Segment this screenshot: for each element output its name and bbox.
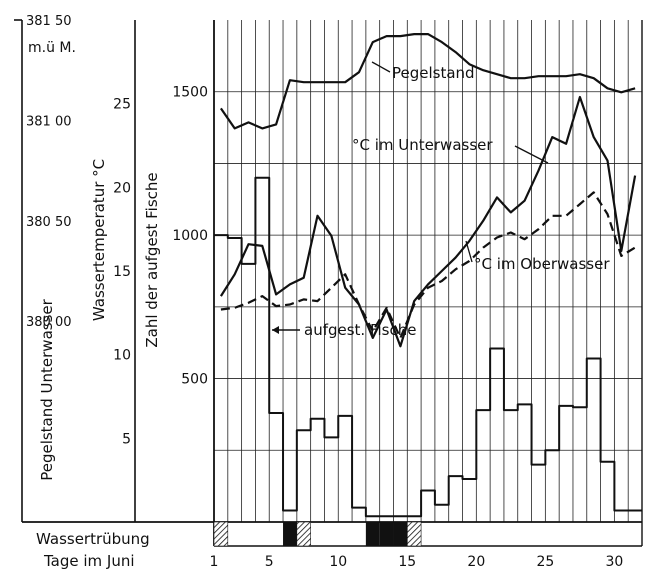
temp-tick-label: 10 bbox=[113, 348, 131, 364]
pegel-axis-title: Pegelstand Unterwasser bbox=[38, 298, 56, 480]
x-tick-label: 1 bbox=[210, 554, 219, 570]
temp-tick-label: 15 bbox=[113, 264, 131, 280]
series-line-aufgest-fische bbox=[214, 176, 642, 518]
series-layer bbox=[214, 33, 642, 518]
x-tick-label: 5 bbox=[265, 554, 274, 570]
fische-tick-label: 1500 bbox=[172, 85, 208, 101]
series-line-pegelstand bbox=[219, 33, 636, 130]
pegel-tick-label: 380 00 bbox=[26, 315, 72, 330]
series-line-c-im-unterwasser bbox=[219, 95, 637, 348]
fische-tick-label: 1000 bbox=[172, 228, 208, 244]
series-label-pegelstand: Pegelstand bbox=[392, 64, 475, 82]
leader-unterwasser bbox=[514, 145, 549, 164]
pegel-tick-label: 380 50 bbox=[26, 215, 72, 230]
series-line-c-im-oberwasser bbox=[220, 191, 636, 339]
truebung-dark-cell bbox=[283, 522, 297, 546]
wassertruebung-label: Wassertrübung bbox=[36, 530, 150, 548]
wassertruebung-strip bbox=[213, 521, 422, 547]
temp-tick-label: 20 bbox=[113, 180, 131, 196]
x-axis-title: Tage im Juni bbox=[43, 552, 135, 570]
pegel-unit-label: m.ü M. bbox=[28, 40, 76, 56]
truebung-hatched-cell bbox=[213, 521, 229, 547]
fische-tick-label: 500 bbox=[181, 372, 208, 388]
axes bbox=[14, 19, 643, 547]
leader-oberwasser bbox=[465, 240, 473, 263]
truebung-dark-cell bbox=[365, 522, 380, 546]
series-label-fische: aufgest. Fische bbox=[304, 321, 416, 339]
leader-pegelstand bbox=[371, 61, 391, 73]
x-tick-label: 30 bbox=[605, 554, 623, 570]
temp-tick-label: 25 bbox=[113, 97, 131, 113]
fische-axis-title: Zahl der aufgest Fische bbox=[143, 172, 161, 347]
x-tick-label: 20 bbox=[467, 554, 485, 570]
truebung-hatched-cell bbox=[296, 521, 311, 547]
x-tick-label: 25 bbox=[536, 554, 554, 570]
x-tick-label: 15 bbox=[398, 554, 416, 570]
truebung-hatched-cell bbox=[406, 521, 422, 547]
series-label-oberwasser: °C im Oberwasser bbox=[474, 255, 610, 273]
temp-axis-title: Wassertemperatur °C bbox=[90, 159, 108, 321]
x-tick-label: 10 bbox=[329, 554, 347, 570]
leader-fische-arrow bbox=[272, 326, 279, 334]
truebung-dark-cell bbox=[379, 522, 394, 546]
temp-tick-label: 5 bbox=[122, 431, 131, 447]
series-label-unterwasser: °C im Unterwasser bbox=[352, 136, 493, 154]
pegel-tick-label: 381 50 bbox=[26, 14, 72, 29]
pegel-tick-label: 381 00 bbox=[26, 114, 72, 129]
truebung-dark-cell bbox=[393, 522, 408, 546]
